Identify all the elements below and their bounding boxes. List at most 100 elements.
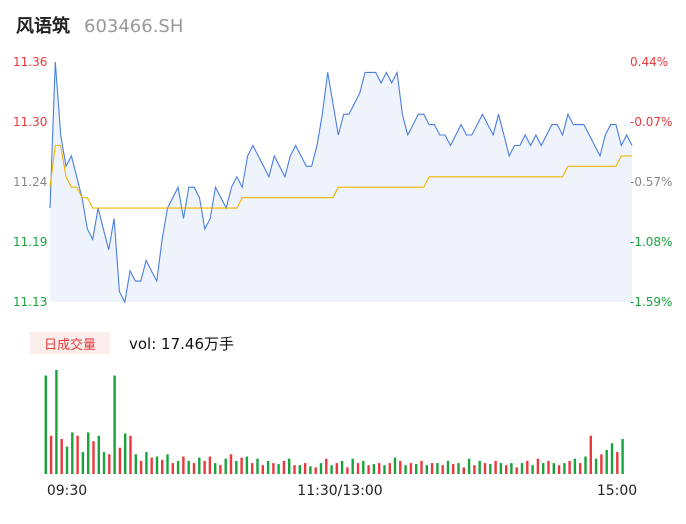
- volume-bar: [55, 370, 58, 474]
- volume-bar: [102, 452, 106, 474]
- volume-bar: [489, 464, 492, 474]
- volume-bar: [584, 456, 587, 474]
- volume-bar: [616, 452, 619, 474]
- volume-bar: [108, 454, 111, 474]
- volume-bar: [277, 464, 280, 474]
- volume-bar: [235, 460, 238, 474]
- pct-tick-label: -0.57%: [630, 175, 672, 189]
- volume-bar: [346, 467, 349, 474]
- volume-bar: [198, 457, 201, 474]
- volume-bar: [510, 463, 513, 474]
- volume-bar: [356, 463, 360, 474]
- volume-bar: [420, 460, 423, 474]
- volume-bar: [76, 435, 79, 474]
- volume-bar: [288, 458, 291, 474]
- volume-bar: [536, 458, 540, 474]
- volume-bar: [214, 463, 217, 474]
- volume-bar: [161, 459, 164, 474]
- volume-bar: [552, 463, 555, 474]
- volume-bar: [171, 463, 174, 474]
- volume-bar: [579, 463, 582, 474]
- volume-bar: [383, 465, 386, 474]
- volume-bar: [568, 460, 571, 474]
- volume-bar: [182, 456, 185, 474]
- volume-bar: [282, 460, 286, 474]
- volume-bar: [462, 467, 465, 474]
- volume-bar: [113, 375, 116, 474]
- pct-tick-label: -1.59%: [630, 295, 672, 309]
- volume-bar: [256, 458, 259, 474]
- volume-bar: [219, 465, 222, 474]
- price-line: [49, 61, 633, 304]
- price-tick-label: 11.24: [13, 175, 47, 189]
- volume-bar: [139, 460, 143, 474]
- volume-bar: [118, 447, 122, 474]
- price-tick-label: 11.36: [13, 55, 47, 69]
- volume-bar: [92, 441, 95, 474]
- volume-bar: [319, 463, 323, 474]
- volume-bar: [425, 465, 428, 474]
- volume-bar: [362, 460, 365, 474]
- volume-bar: [520, 463, 524, 474]
- volume-bar: [266, 460, 270, 474]
- volume-bar: [526, 460, 529, 474]
- time-tick-label: 09:30: [47, 483, 87, 499]
- volume-bar: [208, 456, 212, 474]
- chart-header: 风语筑 603466.SH: [16, 12, 183, 40]
- volume-bar: [240, 457, 243, 474]
- volume-bar: [573, 458, 577, 474]
- volume-bar: [494, 460, 497, 474]
- volume-bar: [325, 458, 328, 474]
- volume-bar: [187, 460, 190, 474]
- price-tick-label: 11.19: [13, 235, 47, 249]
- volume-bar: [467, 458, 471, 474]
- volume-bar: [192, 463, 196, 474]
- volume-bar: [542, 463, 545, 474]
- volume-bar: [124, 433, 127, 474]
- volume-bar: [335, 463, 338, 474]
- volume-bar: [372, 464, 376, 474]
- volume-bar: [589, 435, 592, 474]
- average-line: [49, 144, 632, 209]
- volume-bar: [478, 460, 481, 474]
- volume-bar: [367, 465, 370, 474]
- volume-bar: [594, 458, 598, 474]
- volume-bar: [330, 465, 333, 474]
- stock-name: 风语筑: [16, 16, 70, 37]
- volume-bar: [272, 463, 275, 474]
- volume-bar: [415, 464, 418, 474]
- volume-bar: [81, 452, 85, 474]
- volume-bar: [44, 375, 47, 474]
- volume-bar: [65, 446, 69, 474]
- time-tick-label: 11:30/13:00: [297, 483, 382, 499]
- volume-bar: [150, 457, 153, 474]
- volume-bar: [446, 460, 450, 474]
- volume-bar: [134, 454, 137, 474]
- volume-bar: [351, 458, 354, 474]
- volume-bar: [224, 458, 227, 474]
- volume-badge[interactable]: 日成交量: [30, 332, 110, 354]
- volume-bar: [71, 432, 74, 474]
- volume-bar: [378, 463, 381, 474]
- volume-bar: [409, 463, 413, 474]
- volume-bar: [399, 460, 402, 474]
- volume-bar: [129, 435, 132, 474]
- pct-tick-label: -0.07%: [630, 115, 672, 129]
- pct-tick-label: 0.44%: [630, 55, 668, 69]
- stock-code: 603466.SH: [84, 16, 184, 37]
- volume-bar: [176, 460, 180, 474]
- volume-bar: [261, 465, 264, 474]
- volume-bar: [610, 443, 614, 474]
- volume-bar: [340, 460, 344, 474]
- volume-bar: [621, 439, 624, 474]
- volume-bar: [605, 449, 608, 474]
- volume-bar: [60, 439, 63, 474]
- volume-summary: vol: 17.46万手: [129, 334, 234, 353]
- volume-bar: [309, 466, 312, 474]
- volume-bar: [457, 463, 460, 474]
- volume-bar: [452, 464, 455, 474]
- volume-bar: [97, 435, 100, 474]
- volume-bar: [303, 463, 307, 474]
- volume-bar: [87, 432, 90, 474]
